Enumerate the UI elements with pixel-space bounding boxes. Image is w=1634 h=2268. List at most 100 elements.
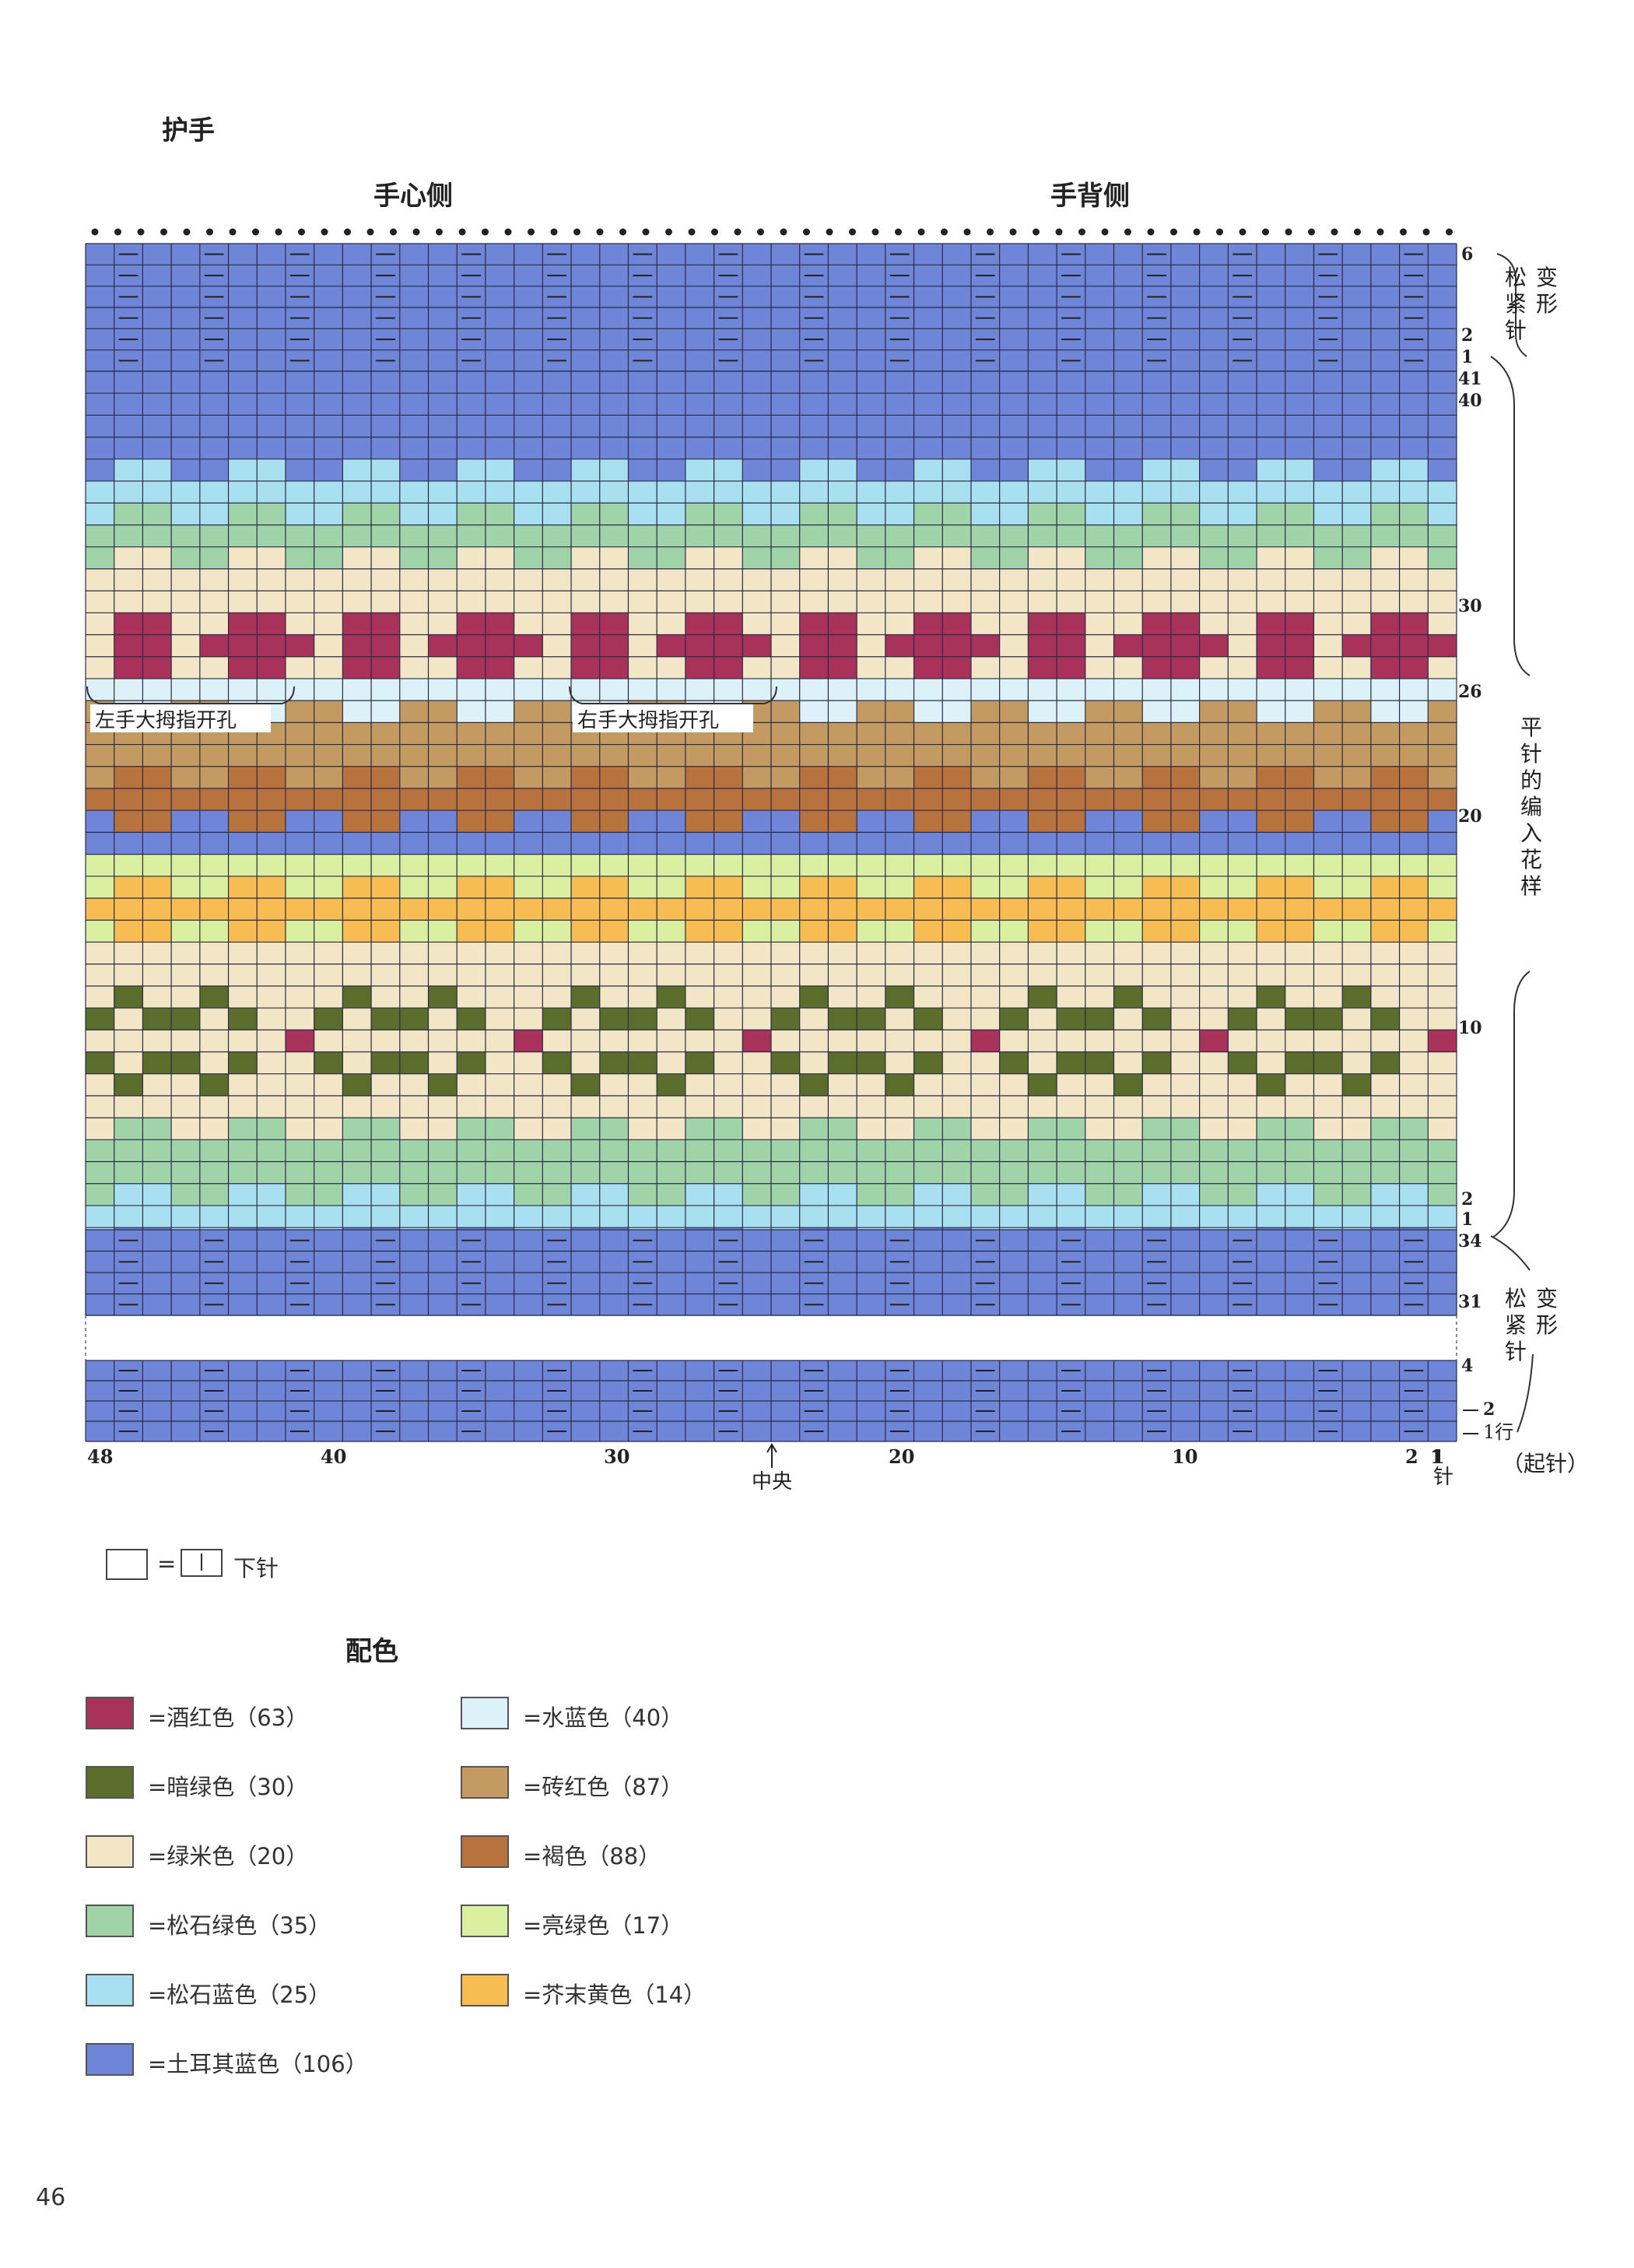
- chart-cell: [1399, 876, 1429, 899]
- thumb-hole-label: 左手大拇指开孔: [95, 709, 237, 732]
- chart-cell: [1113, 525, 1143, 547]
- chart-cell: [599, 1073, 629, 1096]
- chart-cell: [1113, 393, 1143, 416]
- chart-cell: [285, 1161, 314, 1184]
- chart-cell: [485, 920, 514, 943]
- chart-cell: [485, 832, 514, 855]
- chart-cell: [1285, 1118, 1314, 1140]
- chart-cell: [285, 1051, 314, 1074]
- chart-cell: [771, 1205, 800, 1228]
- chart-cell: [1370, 613, 1400, 635]
- chart-cell: [885, 371, 914, 394]
- chart-cell: [1057, 700, 1085, 723]
- chart-cell: [257, 964, 286, 986]
- chart-cell: [942, 613, 971, 635]
- chart-cell: [1370, 876, 1400, 899]
- chart-cell: [685, 481, 714, 504]
- chart-cell: [314, 1118, 343, 1140]
- chart-cell: [514, 1051, 543, 1074]
- chart-cell: [314, 854, 343, 876]
- chart-cell: [1257, 481, 1285, 504]
- chart-cell: [799, 985, 829, 1009]
- chart-cell: [999, 832, 1029, 855]
- chart-cell: [86, 766, 114, 788]
- chart-cell: [771, 1139, 800, 1162]
- chart-cell: [1257, 568, 1285, 592]
- chart-cell: [999, 1073, 1029, 1096]
- chart-cell: [1028, 437, 1057, 459]
- chart-cell: [885, 568, 914, 592]
- chart-cell: [542, 920, 572, 943]
- chart-cell: [314, 1183, 343, 1206]
- chart-cell: [1057, 964, 1085, 986]
- chart-cell: [1085, 964, 1114, 986]
- chart-cell: [342, 1073, 372, 1096]
- chart-cell: [485, 788, 514, 811]
- chart-cell: [942, 656, 971, 679]
- chart-cell: [828, 634, 857, 657]
- chart-cell: [970, 546, 1000, 569]
- chart-cell: [228, 1139, 258, 1162]
- chart-cell: [1142, 393, 1171, 416]
- chart-cell: [742, 985, 771, 1009]
- chart-cell: [542, 568, 572, 592]
- chart-cell: [1057, 876, 1085, 899]
- chart-cell: [657, 546, 686, 569]
- chart-cell: [342, 371, 372, 394]
- chart-cell: [171, 1139, 200, 1162]
- chart-cell: [1199, 613, 1229, 635]
- chart-cell: [457, 1118, 486, 1140]
- chart-cell: [228, 788, 258, 811]
- chart-cell: [1113, 722, 1143, 745]
- chart-cell: [999, 1205, 1029, 1228]
- chart-cell: [714, 437, 743, 459]
- chart-cell: [1370, 1139, 1400, 1162]
- chart-cell: [628, 393, 657, 416]
- stitch-number: 30: [604, 1445, 629, 1468]
- chart-cell: [199, 678, 229, 701]
- chart-cell: [885, 832, 914, 855]
- chart-cell: [628, 854, 657, 876]
- chart-cell: [1085, 810, 1114, 833]
- chart-cell: [428, 481, 458, 504]
- chart-cell: [1085, 1139, 1114, 1162]
- chart-cell: [1257, 832, 1285, 855]
- chart-cell: [114, 568, 143, 592]
- bind-off-dot: [895, 228, 902, 236]
- chart-cell: [371, 568, 400, 592]
- chart-cell: [1313, 766, 1343, 788]
- chart-cell: [1313, 1139, 1343, 1162]
- chart-cell: [628, 371, 657, 394]
- chart-cell: [942, 634, 971, 657]
- chart-cell: [371, 942, 400, 964]
- chart-cell: [171, 371, 200, 394]
- chart-cell: [428, 371, 458, 394]
- chart-cell: [799, 1205, 829, 1228]
- chart-cell: [1199, 503, 1229, 525]
- chart-cell: [571, 985, 600, 1009]
- chart-cell: [970, 942, 1000, 964]
- chart-cell: [399, 1095, 429, 1118]
- chart-cell: [628, 898, 657, 921]
- chart-cell: [428, 546, 458, 569]
- chart-cell: [1085, 634, 1114, 657]
- chart-cell: [771, 854, 800, 876]
- chart-cell: [885, 546, 914, 569]
- chart-cell: [1370, 985, 1400, 1009]
- chart-cell: [771, 481, 800, 504]
- row-number: 6: [1461, 244, 1473, 265]
- chart-cell: [1142, 744, 1171, 767]
- stitch-number: 10: [1172, 1445, 1197, 1468]
- chart-cell: [1342, 678, 1371, 701]
- chart-cell: [1199, 920, 1229, 943]
- chart-cell: [657, 393, 686, 416]
- chart-cell: [1199, 546, 1229, 569]
- chart-cell: [285, 393, 314, 416]
- chart-cell: [228, 371, 258, 394]
- back-side-heading: 手背侧: [1050, 181, 1130, 212]
- chart-cell: [114, 788, 143, 811]
- chart-cell: [970, 722, 1000, 745]
- bind-off-dot: [711, 228, 718, 236]
- chart-cell: [628, 1118, 657, 1140]
- chart-cell: [1399, 788, 1429, 811]
